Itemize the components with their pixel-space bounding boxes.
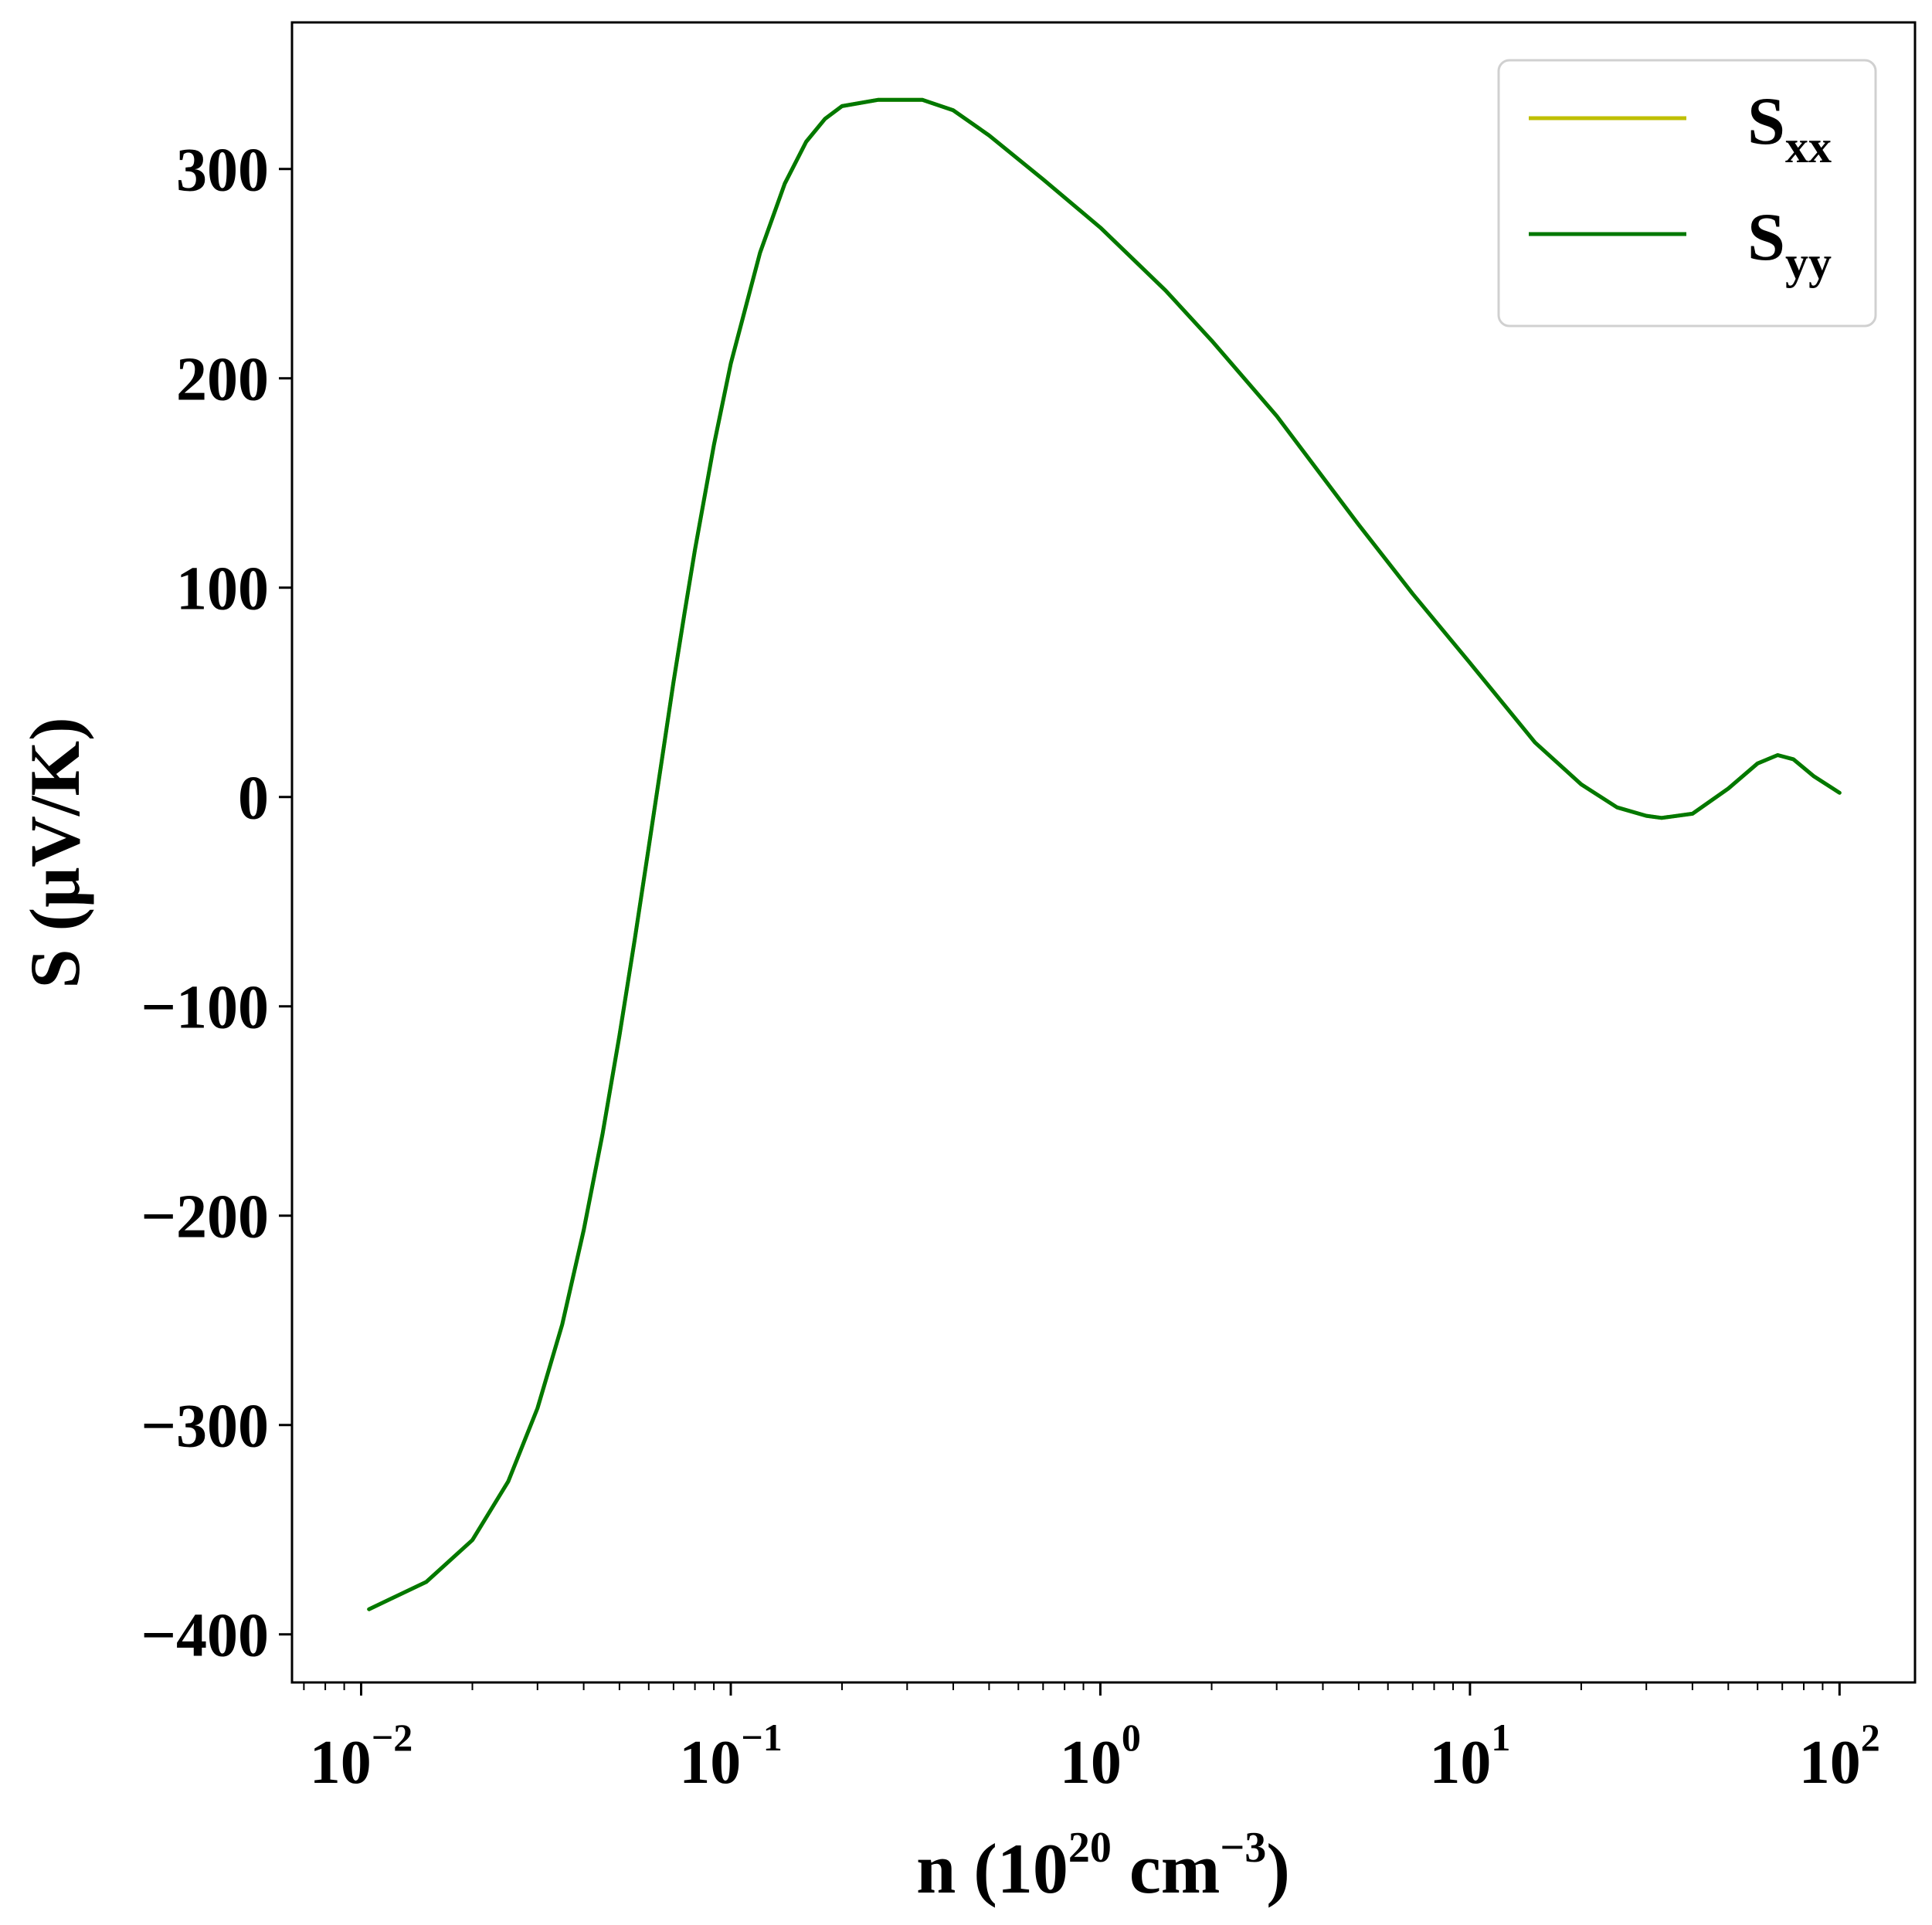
y-tick-label: −200 [141, 1183, 269, 1251]
x-tick-label: 10−2 [310, 1716, 413, 1797]
x-axis-title-suffix: ) [1266, 1829, 1290, 1908]
x-tick-label: 102 [1799, 1716, 1880, 1797]
legend: Sxx Syy [1497, 59, 1877, 328]
series-line-syy [367, 97, 1842, 1611]
y-axis-ticks: 300 200 100 0 −100 −200 −300 −400 [141, 137, 292, 1670]
y-tick-label: 200 [176, 346, 269, 414]
x-axis-ticks: 10−2 10−1 100 101 102 [303, 1682, 1880, 1797]
y-tick-label: 300 [176, 137, 269, 205]
x-axis-title-mid: cm [1112, 1829, 1220, 1908]
x-tick-label: 100 [1060, 1716, 1141, 1797]
series-layer [367, 97, 1842, 1611]
x-axis-title-sup2: −3 [1220, 1824, 1266, 1872]
plot-frame [290, 21, 1917, 1684]
legend-box [1497, 59, 1877, 328]
legend-label-syy: Syy [1747, 200, 1832, 288]
y-tick-label: −100 [141, 974, 269, 1042]
y-tick-label: 100 [176, 555, 269, 623]
y-tick-label: −400 [141, 1602, 269, 1670]
y-axis-title: S (μV/K) [15, 717, 94, 988]
x-axis-title: n (1020 cm−3) [916, 1824, 1290, 1908]
legend-label-sxx: Sxx [1747, 84, 1832, 172]
y-tick-label: 0 [238, 765, 269, 833]
y-tick-label: −300 [141, 1393, 269, 1461]
x-axis-title-prefix: n (10 [916, 1829, 1068, 1908]
x-tick-label: 101 [1429, 1716, 1510, 1797]
x-axis-title-sup1: 20 [1068, 1824, 1112, 1872]
x-tick-label: 10−1 [679, 1716, 783, 1797]
